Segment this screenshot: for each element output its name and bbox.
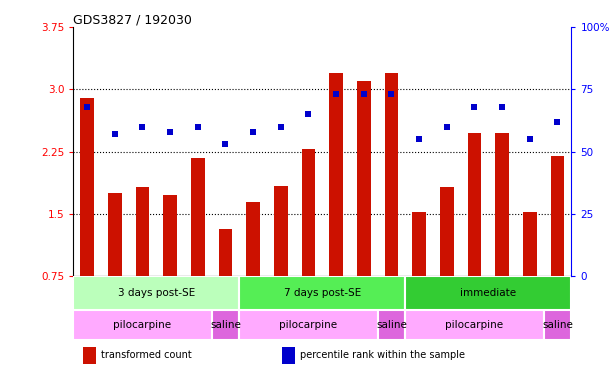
Point <box>137 124 147 130</box>
Point <box>359 91 368 98</box>
Bar <box>219 229 232 276</box>
Bar <box>73 276 240 310</box>
Bar <box>440 187 454 276</box>
Bar <box>240 276 405 310</box>
Text: saline: saline <box>376 320 407 330</box>
Point <box>387 91 397 98</box>
Bar <box>108 193 122 276</box>
Text: pilocarpine: pilocarpine <box>445 320 503 330</box>
Bar <box>73 310 211 340</box>
Text: 3 days post-SE: 3 days post-SE <box>118 288 195 298</box>
Text: GDS3827 / 192030: GDS3827 / 192030 <box>73 14 192 27</box>
Bar <box>378 310 405 340</box>
Point <box>304 111 313 118</box>
Point <box>221 141 230 147</box>
Bar <box>83 348 96 364</box>
Point <box>414 136 424 142</box>
Bar <box>384 73 398 276</box>
Bar <box>467 133 481 276</box>
Point <box>82 104 92 110</box>
Point <box>497 104 507 110</box>
Text: immediate: immediate <box>460 288 516 298</box>
Point <box>331 91 341 98</box>
Text: transformed count: transformed count <box>101 351 191 361</box>
Bar <box>191 158 205 276</box>
Text: pilocarpine: pilocarpine <box>279 320 337 330</box>
Bar <box>523 212 536 276</box>
Point <box>193 124 203 130</box>
Point <box>552 119 562 125</box>
Text: saline: saline <box>542 320 573 330</box>
Bar <box>405 276 571 310</box>
Bar <box>495 133 509 276</box>
Bar <box>551 156 565 276</box>
Bar <box>163 195 177 276</box>
Bar <box>80 98 94 276</box>
Bar <box>405 310 544 340</box>
Bar <box>136 187 150 276</box>
Bar <box>211 310 240 340</box>
Bar <box>412 212 426 276</box>
Point <box>525 136 535 142</box>
Text: 7 days post-SE: 7 days post-SE <box>284 288 361 298</box>
Point <box>442 124 452 130</box>
Text: percentile rank within the sample: percentile rank within the sample <box>300 351 465 361</box>
Bar <box>544 310 571 340</box>
Point <box>470 104 480 110</box>
Point <box>276 124 286 130</box>
Point <box>110 131 120 137</box>
Point <box>165 129 175 135</box>
Bar <box>302 149 315 276</box>
Bar <box>357 81 371 276</box>
Bar <box>329 73 343 276</box>
Text: pilocarpine: pilocarpine <box>114 320 172 330</box>
Text: saline: saline <box>210 320 241 330</box>
Point <box>248 129 258 135</box>
Bar <box>282 348 295 364</box>
Bar <box>274 186 288 276</box>
Bar <box>240 310 378 340</box>
Bar <box>246 202 260 276</box>
